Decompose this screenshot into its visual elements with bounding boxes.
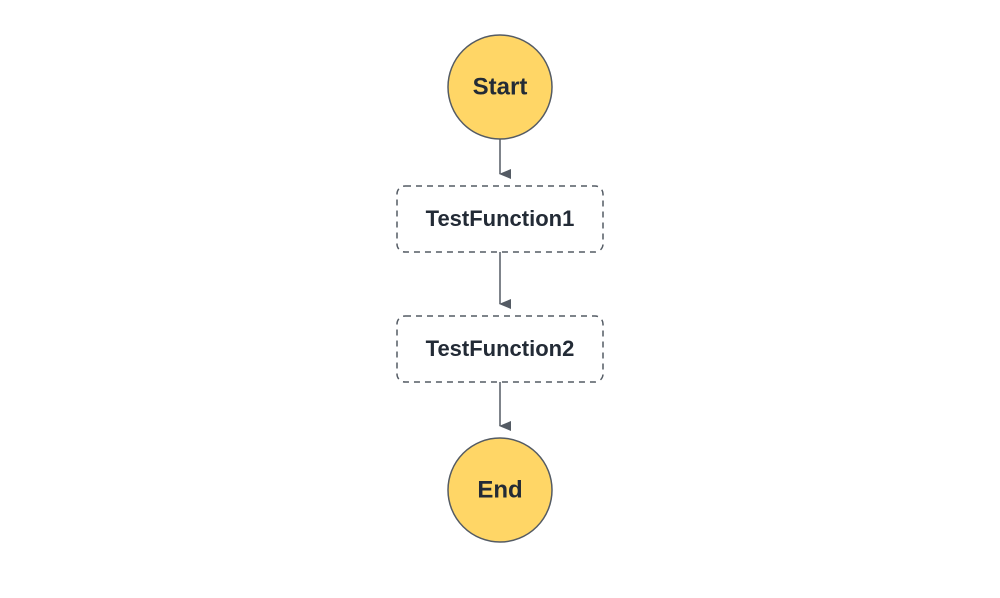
node-fn2: TestFunction2 xyxy=(397,316,603,382)
node-start: Start xyxy=(448,35,552,139)
node-end-label: End xyxy=(477,476,522,503)
node-start-label: Start xyxy=(473,73,528,100)
flowchart-canvas: Start TestFunction1 TestFunction2 End xyxy=(0,0,1000,598)
node-end: End xyxy=(448,438,552,542)
node-fn1-label: TestFunction1 xyxy=(426,206,575,231)
node-fn1: TestFunction1 xyxy=(397,186,603,252)
node-fn2-label: TestFunction2 xyxy=(426,336,575,361)
